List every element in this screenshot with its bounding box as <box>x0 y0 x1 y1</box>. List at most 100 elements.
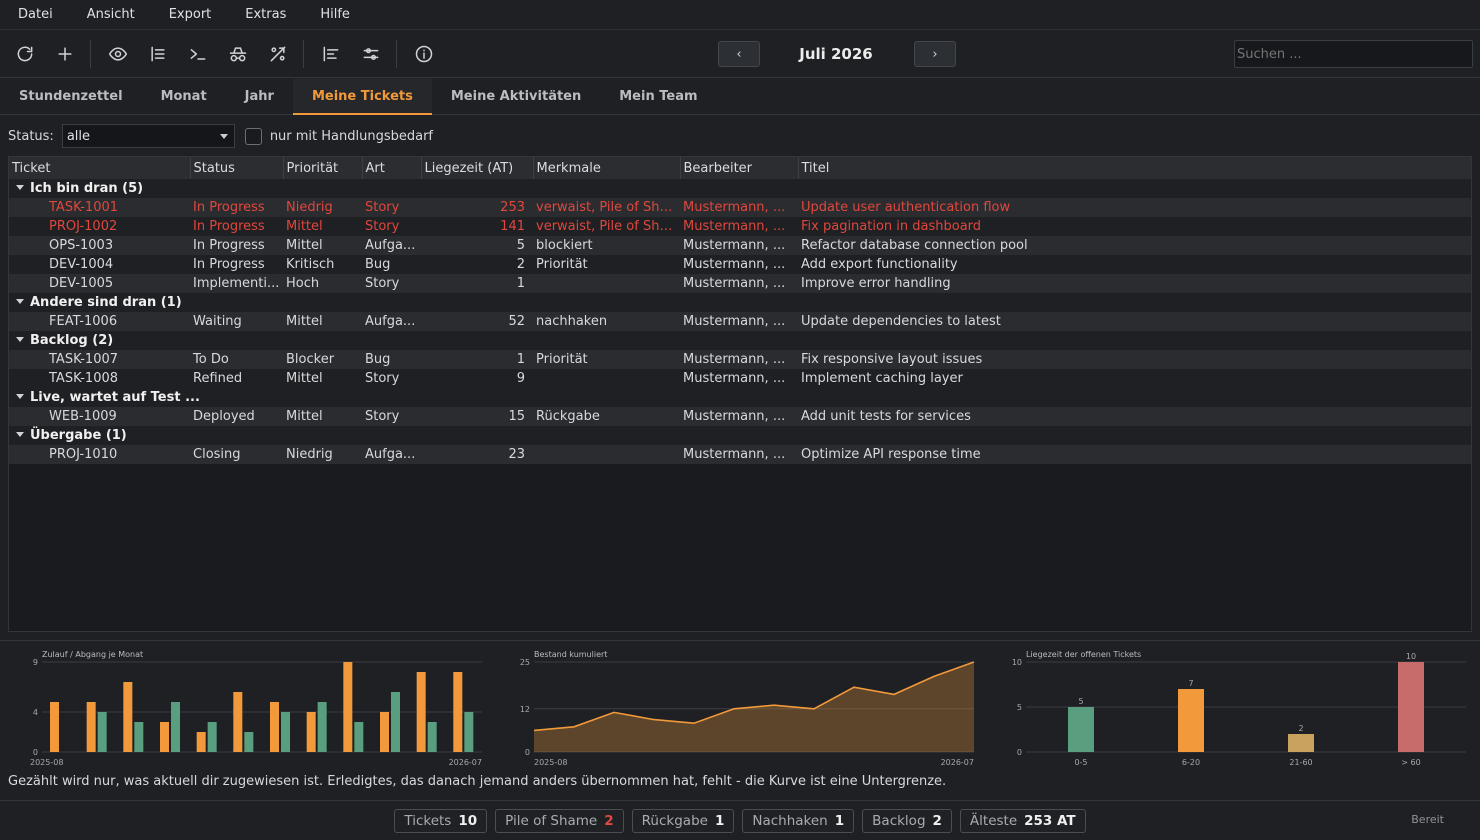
toolbar-divider <box>303 39 304 68</box>
table-row[interactable]: DEV-1005 Implementi... Hoch Story 1 Musterman… <box>9 274 1471 293</box>
bar <box>354 722 364 752</box>
cell-status: To Do <box>190 350 283 369</box>
bar <box>244 732 254 752</box>
list-icon[interactable] <box>139 35 177 73</box>
cell-status: In Progress <box>190 255 283 274</box>
bar <box>86 702 96 752</box>
cell-status: In Progress <box>190 198 283 217</box>
eye-icon[interactable] <box>99 35 137 73</box>
col-merkmale[interactable]: Merkmale <box>533 157 681 179</box>
align-left-icon[interactable] <box>312 35 350 73</box>
status-pill[interactable]: Backlog 2 <box>862 808 952 833</box>
menu-bar: Datei Ansicht Export Extras Hilfe <box>0 0 1480 30</box>
chevron-down-icon[interactable] <box>16 299 24 304</box>
status-pill[interactable]: Rückgabe 1 <box>631 808 735 833</box>
menu-ansicht[interactable]: Ansicht <box>86 7 135 22</box>
tab-mein-team[interactable]: Mein Team <box>619 89 698 104</box>
terminal-icon[interactable] <box>179 35 217 73</box>
bar <box>233 692 243 752</box>
search-input[interactable] <box>1234 40 1473 68</box>
table-row[interactable]: WEB-1009 Deployed Mittel Story 15 Rückgabe Mus… <box>9 407 1471 426</box>
status-filter-select[interactable]: alle <box>61 124 235 148</box>
toolbar-divider <box>90 39 91 68</box>
cell-prio: Kritisch <box>283 255 362 274</box>
cell-age: 253 <box>421 198 533 217</box>
bar <box>97 712 107 752</box>
menu-datei[interactable]: Datei <box>18 7 53 22</box>
group-header[interactable]: Backlog (2) <box>9 331 1471 350</box>
cell-bearbeiter: Mustermann, ... <box>680 236 798 255</box>
col-bearbeiter[interactable]: Bearbeiter <box>680 157 799 179</box>
cell-prio: Mittel <box>283 407 362 426</box>
next-month-button[interactable]: › <box>914 41 956 67</box>
cell-prio: Niedrig <box>283 445 362 464</box>
col-ticket[interactable]: Ticket <box>9 157 191 179</box>
bar <box>416 672 426 752</box>
cell-merkmale: Priorität <box>533 255 680 274</box>
tab-stundenzettel[interactable]: Stundenzettel <box>19 89 123 104</box>
group-header[interactable]: Live, wartet auf Test ... <box>9 388 1471 407</box>
sliders-icon[interactable] <box>352 35 390 73</box>
cell-titel: Implement caching layer <box>798 369 1471 388</box>
status-pill[interactable]: Pile of Shame 2 <box>495 808 624 833</box>
cell-age: 52 <box>421 312 533 331</box>
chevron-down-icon[interactable] <box>16 432 24 437</box>
group-header[interactable]: Andere sind dran (1) <box>9 293 1471 312</box>
group-header[interactable]: Übergabe (1) <box>9 426 1471 445</box>
no-sync-icon[interactable] <box>259 35 297 73</box>
view-tabs: Stundenzettel Monat Jahr Meine Tickets M… <box>0 79 1480 115</box>
table-row[interactable]: TASK-1008 Refined Mittel Story 9 Mustermann, … <box>9 369 1471 388</box>
cell-art: Story <box>362 217 421 236</box>
plus-icon[interactable] <box>46 35 84 73</box>
menu-extras[interactable]: Extras <box>245 7 287 22</box>
cell-status: Refined <box>190 369 283 388</box>
bar <box>1178 689 1204 752</box>
x-tick-label: 0-5 <box>1074 758 1087 767</box>
y-tick-label: 25 <box>520 658 530 667</box>
cell-titel: Fix pagination in dashboard <box>798 217 1471 236</box>
bar <box>1288 734 1314 752</box>
col-art[interactable]: Art <box>362 157 422 179</box>
table-row[interactable]: TASK-1001 In Progress Niedrig Story 253 verwa… <box>9 198 1471 217</box>
table-row[interactable]: OPS-1003 In Progress Mittel Aufga... 5 blocki… <box>9 236 1471 255</box>
col-liegezeit[interactable]: Liegezeit (AT) <box>421 157 534 179</box>
chevron-down-icon[interactable] <box>16 394 24 399</box>
cell-prio: Mittel <box>283 236 362 255</box>
table-row[interactable]: FEAT-1006 Waiting Mittel Aufga... 52 nachhake… <box>9 312 1471 331</box>
cell-prio: Hoch <box>283 274 362 293</box>
tab-jahr[interactable]: Jahr <box>244 89 274 104</box>
table-row[interactable]: DEV-1004 In Progress Kritisch Bug 2 Priorität… <box>9 255 1471 274</box>
status-pill[interactable]: Nachhaken 1 <box>742 808 855 833</box>
cell-prio: Mittel <box>283 217 362 236</box>
table-row[interactable]: PROJ-1010 Closing Niedrig Aufga... 23 Musterm… <box>9 445 1471 464</box>
menu-hilfe[interactable]: Hilfe <box>320 7 350 22</box>
table-row[interactable]: PROJ-1002 In Progress Mittel Story 141 verwai… <box>9 217 1471 236</box>
col-titel[interactable]: Titel <box>798 157 1471 179</box>
tab-meine-tickets[interactable]: Meine Tickets <box>292 79 432 115</box>
status-pill-value: 2 <box>932 812 942 829</box>
cell-merkmale: verwaist, Pile of Sha... <box>533 217 680 236</box>
info-icon[interactable] <box>405 35 443 73</box>
status-pill[interactable]: Älteste 253 AT <box>959 808 1086 833</box>
cell-titel: Update user authentication flow <box>798 198 1471 217</box>
refresh-icon[interactable] <box>6 35 44 73</box>
bar <box>160 722 169 752</box>
col-prioritaet[interactable]: Priorität <box>283 157 363 179</box>
prev-month-button[interactable]: ‹ <box>718 41 760 67</box>
group-header[interactable]: Ich bin dran (5) <box>9 179 1471 198</box>
cell-prio: Niedrig <box>283 198 362 217</box>
tab-monat[interactable]: Monat <box>160 89 207 104</box>
cell-merkmale: Priorität <box>533 350 680 369</box>
tab-meine-aktivitaeten[interactable]: Meine Aktivitäten <box>450 89 582 104</box>
chevron-down-icon[interactable] <box>16 337 24 342</box>
action-needed-checkbox[interactable] <box>244 127 262 145</box>
col-status[interactable]: Status <box>190 157 284 179</box>
charts-panel <box>0 640 1480 770</box>
menu-export[interactable]: Export <box>168 7 212 22</box>
cell-prio: Mittel <box>283 312 362 331</box>
cell-titel: Update dependencies to latest <box>798 312 1471 331</box>
table-row[interactable]: TASK-1007 To Do Blocker Bug 1 Priorität Muster… <box>9 350 1471 369</box>
chevron-down-icon[interactable] <box>16 185 24 190</box>
status-pill[interactable]: Tickets 10 <box>394 808 488 833</box>
incognito-icon[interactable] <box>219 35 257 73</box>
